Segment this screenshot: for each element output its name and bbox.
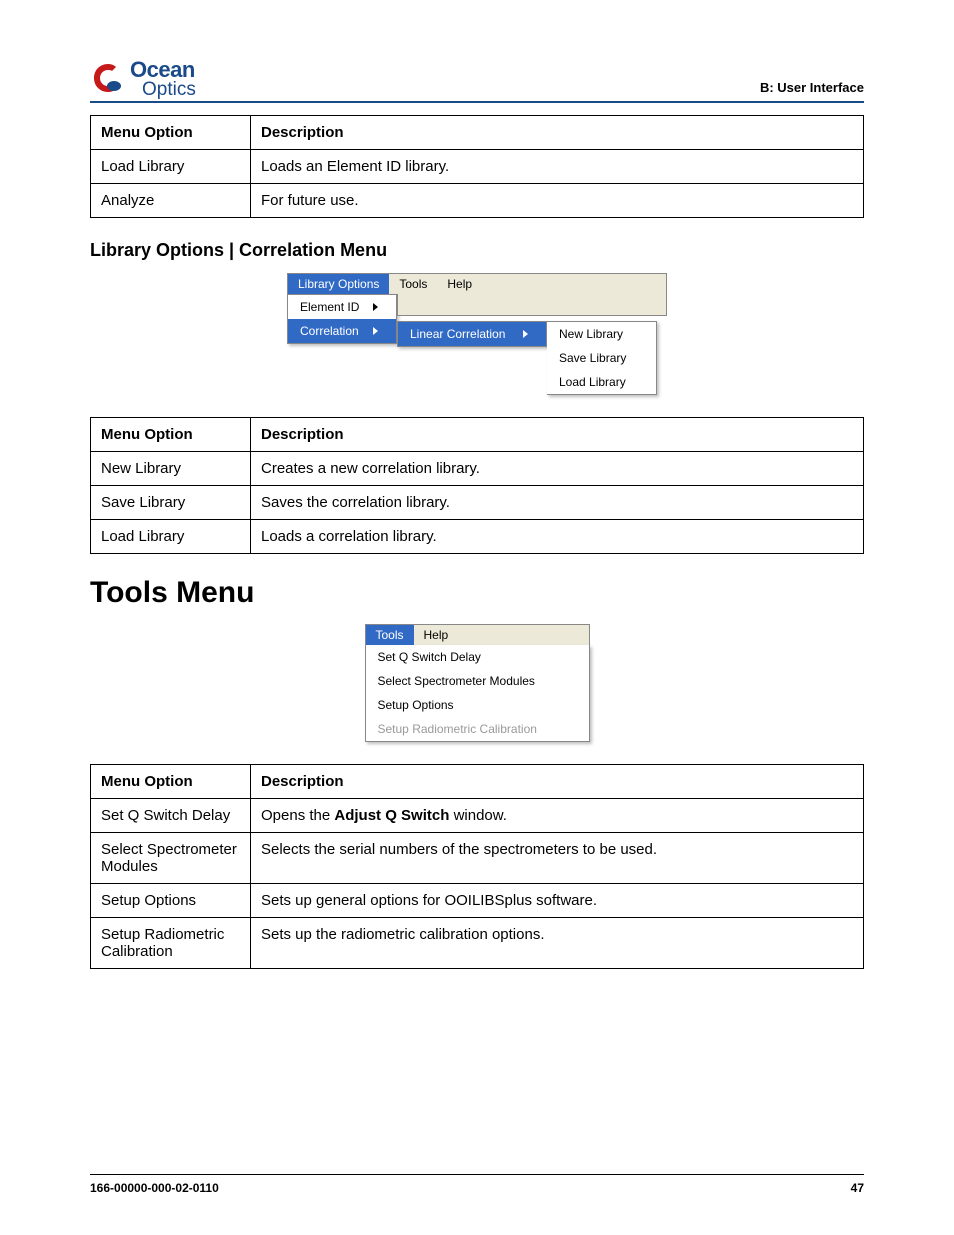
menubar-item[interactable]: Library Options xyxy=(288,274,389,294)
submenu-arrow-icon xyxy=(373,327,378,335)
table-row: AnalyzeFor future use. xyxy=(91,183,864,217)
table-element-id-options: Menu Option Description Load LibraryLoad… xyxy=(90,115,864,218)
menubar-item[interactable]: Help xyxy=(437,274,482,294)
menu-item-label: Correlation xyxy=(300,324,359,338)
menu-item-label: Setup Options xyxy=(378,698,454,712)
section-heading-tools: Tools Menu xyxy=(90,576,864,610)
table-header: Menu Option xyxy=(91,417,251,451)
menubar-filler xyxy=(397,294,667,316)
table-header: Description xyxy=(251,115,864,149)
cell-option: Setup Options xyxy=(91,883,251,917)
cell-description: Opens the Adjust Q Switch window. xyxy=(251,798,864,832)
menu-item[interactable]: Element ID xyxy=(288,295,396,319)
table-row: New LibraryCreates a new correlation lib… xyxy=(91,451,864,485)
table-correlation-options: Menu Option Description New LibraryCreat… xyxy=(90,417,864,554)
menu-item-label: Element ID xyxy=(300,300,359,314)
cell-description: Selects the serial numbers of the spectr… xyxy=(251,832,864,883)
table-row: Save LibrarySaves the correlation librar… xyxy=(91,485,864,519)
table-body: New LibraryCreates a new correlation lib… xyxy=(91,451,864,553)
submenu-level1: Element ID Correlation xyxy=(287,294,397,344)
table-tools-options: Menu Option Description Set Q Switch Del… xyxy=(90,764,864,969)
section-heading-correlation: Library Options | Correlation Menu xyxy=(90,240,864,261)
menu-item[interactable]: Set Q Switch Delay xyxy=(366,645,589,669)
table-body: Set Q Switch DelayOpens the Adjust Q Swi… xyxy=(91,798,864,968)
menu-item[interactable]: Setup Options xyxy=(366,693,589,717)
table-header: Description xyxy=(251,417,864,451)
table-header: Description xyxy=(251,764,864,798)
menu-item-label: Save Library xyxy=(559,351,626,365)
submenu-level3: New Library Save Library Load Library xyxy=(547,321,657,395)
footer-pagenum: 47 xyxy=(851,1181,864,1195)
cell-description: Loads an Element ID library. xyxy=(251,149,864,183)
cell-option: Set Q Switch Delay xyxy=(91,798,251,832)
table-row: Select Spectrometer ModulesSelects the s… xyxy=(91,832,864,883)
menubar: ToolsHelp xyxy=(365,624,590,645)
menu-item-label: Set Q Switch Delay xyxy=(378,650,481,664)
page: Ocean Optics B: User Interface Menu Opti… xyxy=(0,0,954,1235)
page-header: Ocean Optics B: User Interface xyxy=(90,60,864,103)
table-row: Load LibraryLoads an Element ID library. xyxy=(91,149,864,183)
menubar-item[interactable]: Help xyxy=(414,625,459,645)
cell-description: Creates a new correlation library. xyxy=(251,451,864,485)
menu-item-label: Linear Correlation xyxy=(410,327,505,341)
logo: Ocean Optics xyxy=(90,60,196,99)
cell-description: Saves the correlation library. xyxy=(251,485,864,519)
menubar-item[interactable]: Tools xyxy=(366,625,414,645)
menu-item[interactable]: Select Spectrometer Modules xyxy=(366,669,589,693)
menu-item-label: Setup Radiometric Calibration xyxy=(378,722,537,736)
menu-item[interactable]: Load Library xyxy=(547,370,656,394)
cell-description: Sets up the radiometric calibration opti… xyxy=(251,917,864,968)
menu-screenshot-correlation: Library OptionsToolsHelp Element ID Corre… xyxy=(287,273,667,395)
menubar: Library OptionsToolsHelp xyxy=(287,273,667,294)
cell-option: Analyze xyxy=(91,183,251,217)
cell-description: Sets up general options for OOILIBSplus … xyxy=(251,883,864,917)
menu-item[interactable]: New Library xyxy=(547,322,656,346)
cell-option: Setup Radiometric Calibration xyxy=(91,917,251,968)
cell-option: Save Library xyxy=(91,485,251,519)
cell-option: Select Spectrometer Modules xyxy=(91,832,251,883)
menu-item-label: New Library xyxy=(559,327,623,341)
cell-description: Loads a correlation library. xyxy=(251,519,864,553)
table-body: Load LibraryLoads an Element ID library.… xyxy=(91,149,864,217)
menu-item-label: Load Library xyxy=(559,375,626,389)
logo-line2: Optics xyxy=(142,81,196,99)
cell-description: For future use. xyxy=(251,183,864,217)
table-row: Setup OptionsSets up general options for… xyxy=(91,883,864,917)
logo-text: Ocean Optics xyxy=(130,60,196,99)
cell-option: New Library xyxy=(91,451,251,485)
submenu-tools: Set Q Switch Delay Select Spectrometer Mo… xyxy=(365,645,590,742)
menu-item[interactable]: Correlation xyxy=(288,319,396,343)
menu-item[interactable]: Linear Correlation xyxy=(398,322,546,346)
table-header: Menu Option xyxy=(91,115,251,149)
menu-screenshot-tools: ToolsHelp Set Q Switch Delay Select Spect… xyxy=(365,624,590,742)
menu-item[interactable]: Save Library xyxy=(547,346,656,370)
table-header: Menu Option xyxy=(91,764,251,798)
menu-item-label: Select Spectrometer Modules xyxy=(378,674,535,688)
table-row: Set Q Switch DelayOpens the Adjust Q Swi… xyxy=(91,798,864,832)
logo-icon xyxy=(90,61,126,97)
table-row: Setup Radiometric CalibrationSets up the… xyxy=(91,917,864,968)
breadcrumb: B: User Interface xyxy=(760,80,864,99)
cell-option: Load Library xyxy=(91,519,251,553)
submenu-level2: Linear Correlation xyxy=(397,321,547,347)
submenu-arrow-icon xyxy=(373,303,378,311)
submenu-arrow-icon xyxy=(523,330,528,338)
menu-item: Setup Radiometric Calibration xyxy=(366,717,589,741)
cell-option: Load Library xyxy=(91,149,251,183)
footer-docnum: 166-00000-000-02-0110 xyxy=(90,1181,219,1195)
table-row: Load LibraryLoads a correlation library. xyxy=(91,519,864,553)
page-footer: 166-00000-000-02-0110 47 xyxy=(90,1174,864,1195)
menubar-item[interactable]: Tools xyxy=(389,274,437,294)
logo-line1: Ocean xyxy=(130,60,196,81)
bold-text: Adjust Q Switch xyxy=(334,807,449,824)
